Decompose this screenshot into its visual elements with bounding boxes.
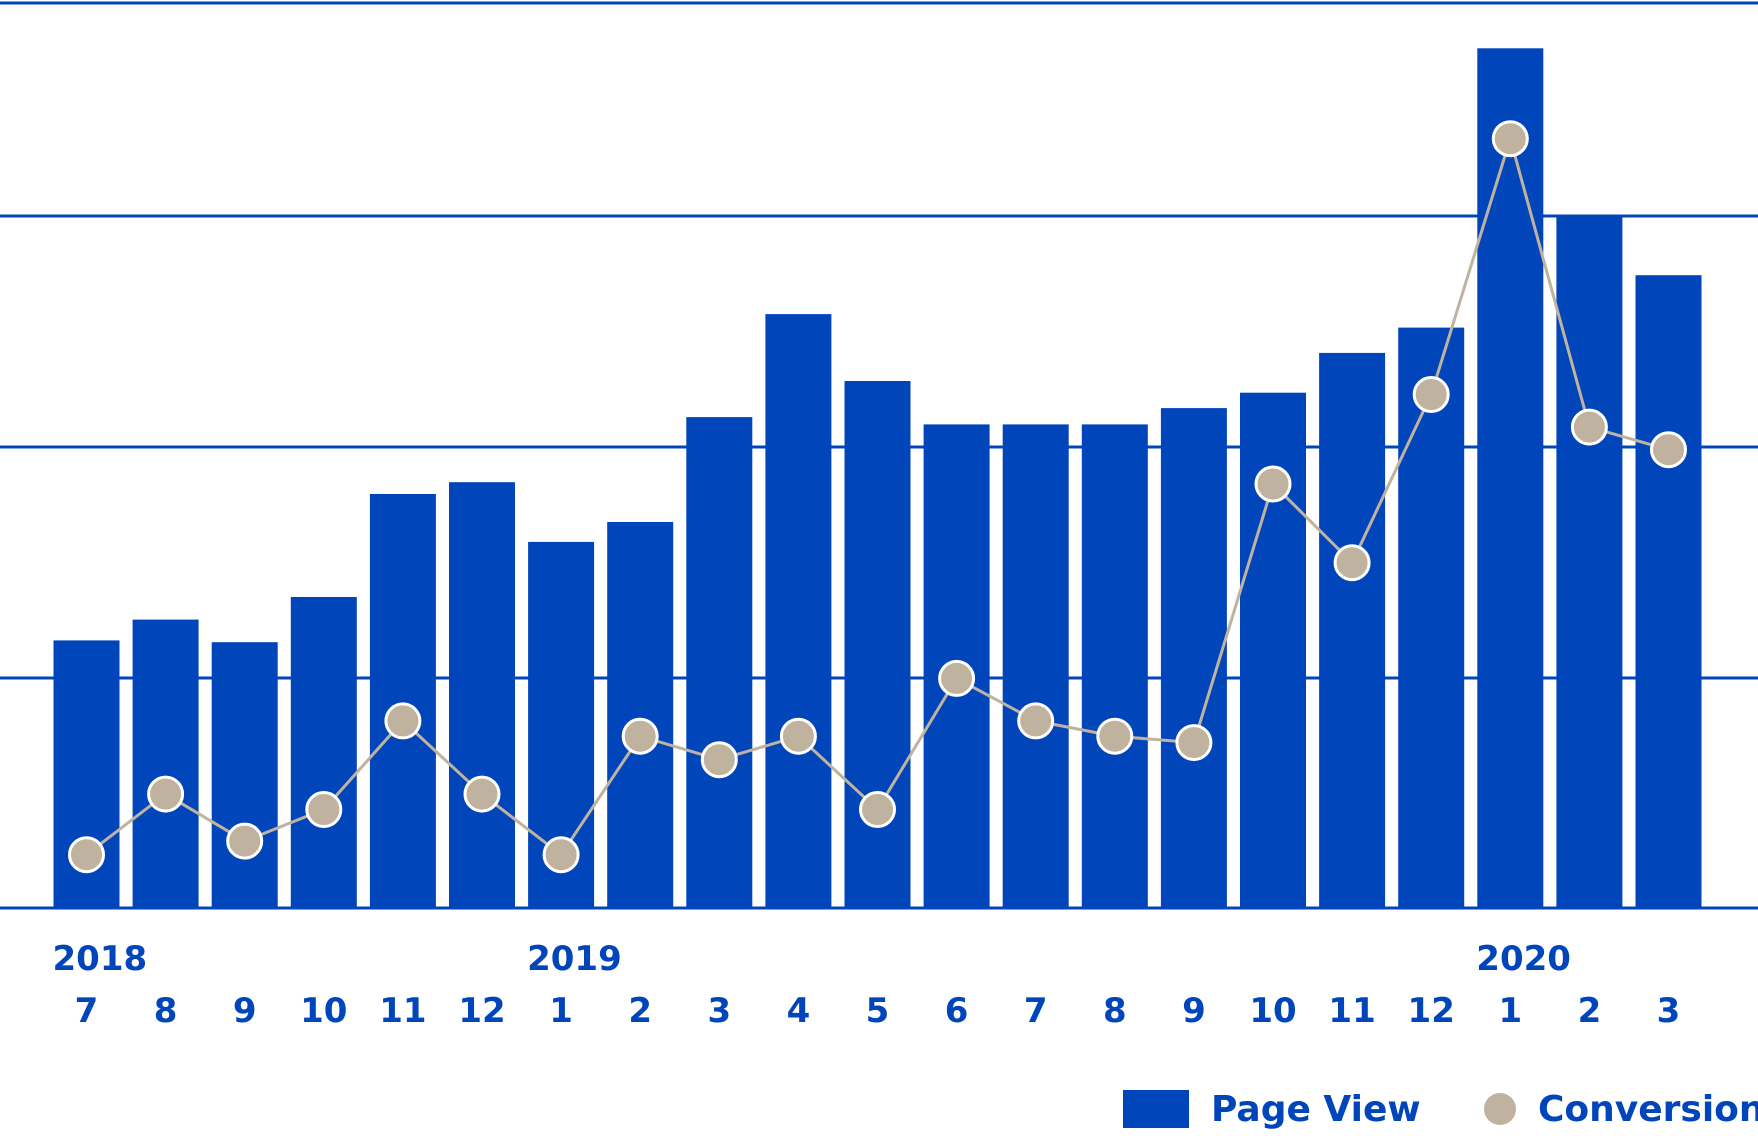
legend-swatch-page-view	[1123, 1090, 1189, 1128]
line-series-conversion	[68, 120, 1687, 874]
bar-page-view	[686, 417, 753, 908]
point-conversion	[542, 836, 580, 874]
year-label: 2018	[53, 939, 148, 979]
year-label: 2020	[1476, 939, 1571, 979]
x-tick-label: 6	[945, 991, 969, 1031]
point-conversion	[859, 791, 896, 828]
x-tick-label: 11	[1328, 991, 1375, 1031]
x-tick-label: 11	[379, 991, 426, 1031]
x-tick-label: 8	[1103, 991, 1127, 1031]
point-conversion	[68, 836, 105, 874]
x-tick-label: 9	[233, 991, 257, 1031]
point-conversion	[700, 741, 738, 779]
x-tick-label: 2	[628, 991, 652, 1031]
bar-page-view	[369, 494, 436, 908]
year-label: 2019	[527, 939, 622, 979]
point-conversion	[779, 717, 817, 755]
bar-page-view	[1319, 352, 1386, 908]
bar-page-view	[1556, 217, 1623, 909]
bar-page-view	[449, 482, 515, 908]
point-conversion	[226, 822, 264, 860]
x-tick-label: 1	[1498, 991, 1522, 1031]
bar-page-view	[1002, 424, 1069, 908]
point-conversion	[938, 659, 976, 697]
legend-label-conversion: Conversion	[1538, 1089, 1758, 1130]
bar-page-view	[290, 597, 357, 908]
point-conversion	[1254, 465, 1292, 503]
x-tick-label: 4	[787, 991, 811, 1031]
x-tick-label: 1	[549, 991, 573, 1031]
point-conversion	[384, 702, 422, 740]
bar-page-view	[1398, 327, 1465, 909]
bar-series-page-view	[53, 48, 1702, 909]
x-tick-label: 10	[1249, 991, 1296, 1031]
bar-page-view	[1081, 424, 1148, 908]
point-conversion	[305, 791, 343, 828]
point-conversion	[1491, 120, 1529, 158]
x-tick-label: 9	[1182, 991, 1206, 1031]
bar-page-view	[1477, 48, 1544, 909]
legend-swatch-conversion	[1484, 1093, 1516, 1125]
point-conversion	[1096, 717, 1134, 755]
point-conversion	[147, 775, 185, 813]
x-tick-label: 12	[1408, 991, 1455, 1031]
x-tick-label: 12	[458, 991, 505, 1031]
bar-page-view	[765, 314, 832, 909]
x-tick-label: 3	[1657, 991, 1681, 1031]
x-tick-label: 5	[866, 991, 890, 1031]
bar-page-view	[1160, 408, 1227, 908]
bar-page-view	[132, 619, 199, 908]
x-tick-label: 10	[300, 991, 347, 1031]
point-conversion	[621, 717, 659, 755]
point-conversion	[1412, 376, 1450, 413]
x-tick-label: 3	[707, 991, 731, 1031]
point-conversion	[463, 775, 501, 813]
point-conversion	[1175, 724, 1213, 762]
x-tick-label: 7	[1024, 991, 1048, 1031]
point-conversion	[1017, 702, 1055, 740]
bar-page-view	[607, 522, 674, 908]
bar-page-view	[1635, 275, 1702, 908]
x-tick-label: 8	[154, 991, 178, 1031]
bar-page-view	[211, 642, 278, 908]
x-tick-label: 7	[75, 991, 99, 1031]
point-conversion	[1333, 544, 1371, 582]
bar-page-view	[844, 381, 911, 908]
legend: Page View Conversion	[1123, 1089, 1758, 1130]
point-conversion	[1570, 408, 1608, 446]
x-tick-label: 2	[1578, 991, 1602, 1031]
legend-label-page-view: Page View	[1211, 1089, 1421, 1130]
point-conversion	[1650, 431, 1687, 469]
